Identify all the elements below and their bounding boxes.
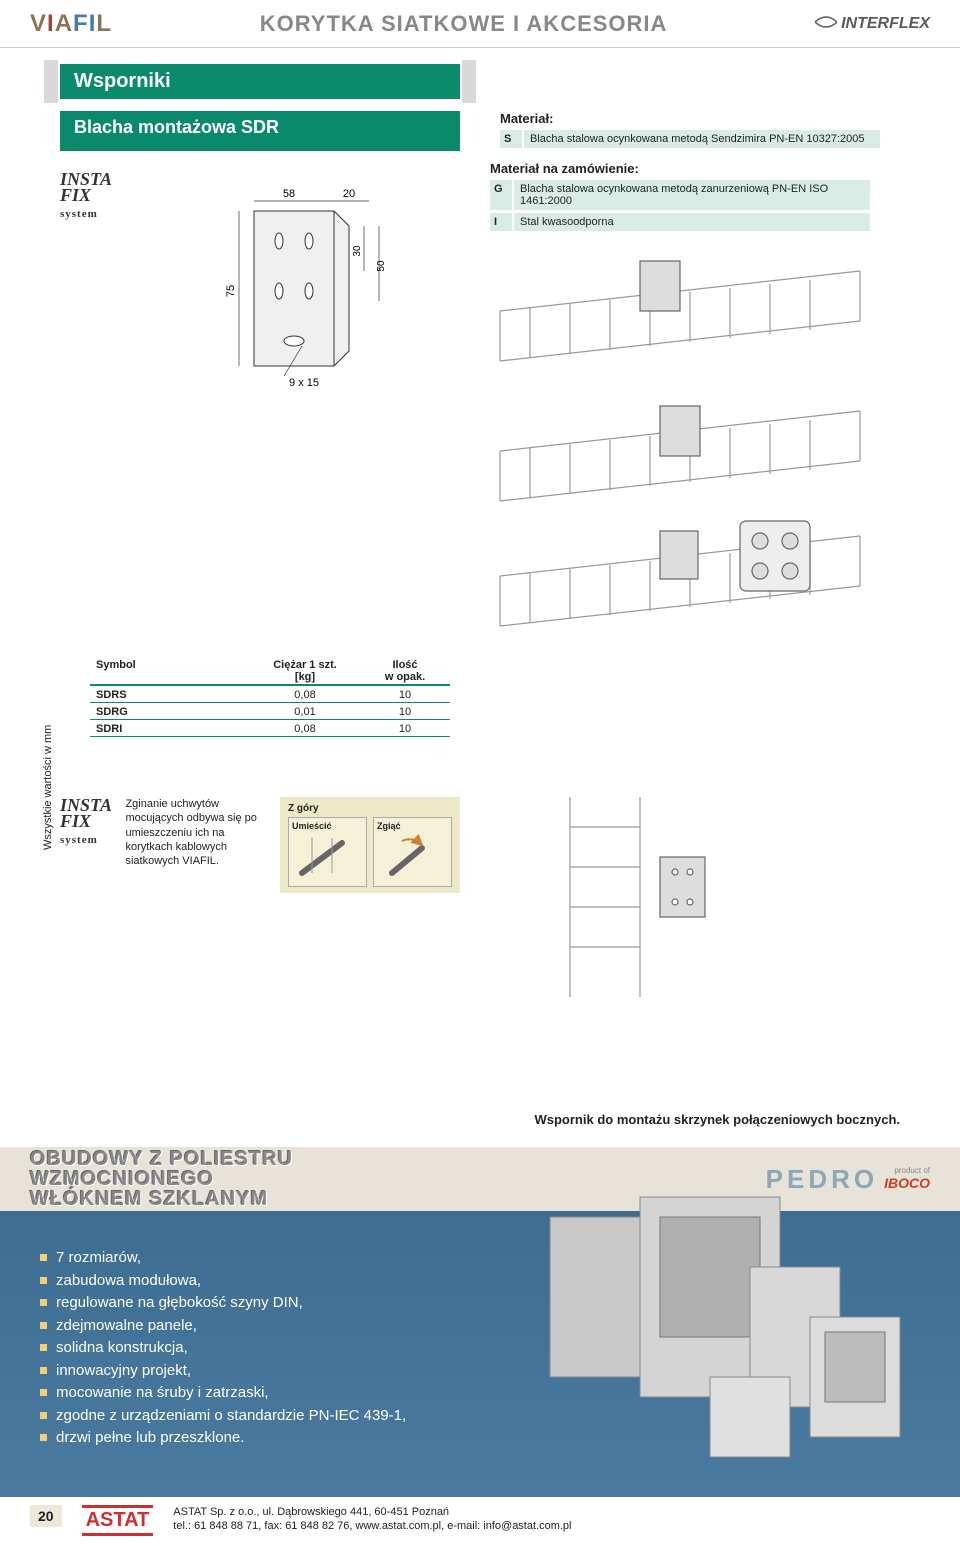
product-title: Blacha montażowa SDR (60, 111, 460, 151)
product-drawing: 58 20 75 30 50 9 x 15 (184, 171, 404, 391)
svg-text:75: 75 (225, 285, 237, 297)
svg-text:9 x 15: 9 x 15 (289, 377, 319, 389)
side-mount-illustration (540, 797, 900, 997)
material-order-label: Materiał na zamówienie: (490, 161, 870, 176)
spec-header: Symbol Ciężar 1 szt. [kg] Ilość w opak. (90, 656, 450, 686)
instruction-text: Zginanie uchwytów mocujących odbywa się … (125, 797, 268, 893)
spec-row: SDRI 0,08 10 (90, 720, 450, 737)
instruction-panel: Z góry Umieścić Zgiąć (280, 797, 460, 893)
spec-row: SDRS 0,08 10 (90, 686, 450, 703)
page-title: KORYTKA SIATKOWE I AKCESORIA (112, 11, 815, 37)
svg-text:30: 30 (352, 245, 363, 257)
interflex-logo: INTERFLEX (815, 15, 930, 33)
instafix-logo: INSTAFIXsystem (60, 171, 112, 220)
material-order-block: Materiał na zamówienie: G Blacha stalowa… (490, 161, 870, 231)
viafil-logo: VIAFIL (30, 10, 112, 38)
promo-banner: OBUDOWY Z POLIESTRU WZMOCNIONEGO WŁÓKNEM… (0, 1147, 960, 1497)
astat-logo: ASTAT (82, 1505, 154, 1536)
instruction-cell-2: Zgiąć (373, 817, 452, 887)
enclosure-photo (510, 1187, 930, 1477)
svg-text:20: 20 (343, 188, 355, 200)
illustration-caption: Wspornik do montażu skrzynek połączeniow… (480, 1112, 900, 1127)
promo-heading: OBUDOWY Z POLIESTRU WZMOCNIONEGO WŁÓKNEM… (30, 1149, 293, 1209)
instruction-cell-1: Umieścić (288, 817, 367, 887)
page-header: VIAFIL KORYTKA SIATKOWE I AKCESORIA INTE… (0, 0, 960, 48)
svg-text:58: 58 (283, 188, 295, 200)
material-label: Materiał: (500, 111, 880, 126)
spec-row: SDRG 0,01 10 (90, 703, 450, 720)
spec-table: Symbol Ciężar 1 szt. [kg] Ilość w opak. … (90, 656, 450, 737)
category-title: Wsporniki (60, 64, 460, 99)
material-row: G Blacha stalowa ocynkowana metodą zanur… (490, 180, 870, 210)
instafix-logo: INSTAFIXsystem (60, 797, 113, 893)
page-number: 20 (30, 1505, 62, 1527)
page-footer: 20 ASTAT ASTAT Sp. z o.o., ul. Dąbrowski… (0, 1497, 960, 1546)
material-row: S Blacha stalowa ocynkowana metodą Sendz… (500, 130, 880, 148)
instruction-top-label: Z góry (288, 803, 452, 814)
material-row: I Stal kwasoodporna (490, 213, 870, 231)
side-label: Wszystkie wartości w mm (42, 725, 54, 850)
material-block: Materiał: S Blacha stalowa ocynkowana me… (500, 111, 880, 151)
svg-text:50: 50 (376, 260, 387, 272)
wire-tray-illustration (490, 251, 870, 631)
footer-contact: ASTAT Sp. z o.o., ul. Dąbrowskiego 441, … (173, 1505, 571, 1534)
